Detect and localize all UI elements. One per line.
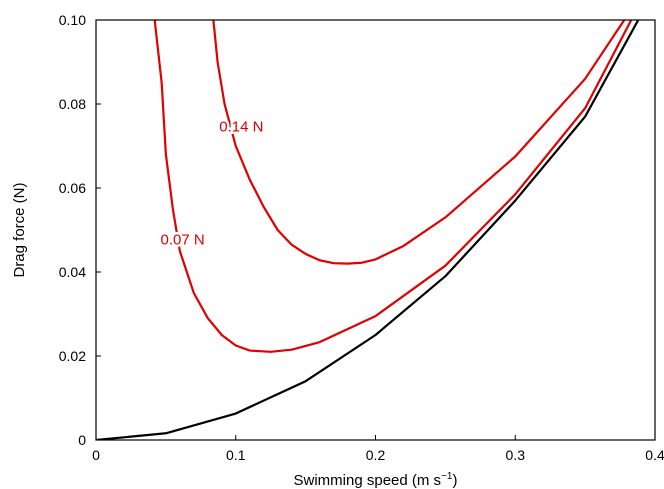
- y-tick-label: 0.04: [59, 264, 86, 280]
- series-line-baseline: [96, 20, 640, 440]
- y-tick-label: 0.08: [59, 96, 86, 112]
- ticks-layer: 0 0.1 0.2 0.3 0.4 0 0.02 0.04 0.06 0.08 0.10: [59, 12, 664, 463]
- y-tick-label: 0.06: [59, 180, 86, 196]
- plot-frame: [95, 19, 656, 441]
- x-axis-label-superscript: −1: [441, 471, 453, 482]
- series-line-0-07-n: [153, 20, 633, 353]
- x-tick-label: 0.3: [506, 447, 526, 463]
- x-axis-label-end: ): [452, 472, 457, 489]
- x-axis-label: Swimming speed (m s−1): [294, 471, 458, 489]
- x-tick-label: 0.4: [645, 447, 664, 463]
- y-tick-label: 0.10: [59, 12, 86, 28]
- curves-layer: [96, 20, 640, 440]
- y-tick-label: 0: [78, 432, 86, 448]
- x-tick-label: 0: [92, 447, 100, 463]
- curve-label: 0.07 N: [161, 232, 205, 249]
- series-line-0-14-n: [212, 20, 626, 265]
- y-axis-label: Drag force (N): [11, 182, 28, 277]
- annotations-layer: 0.14 N 0.07 N: [158, 116, 266, 251]
- x-tick-label: 0.1: [226, 447, 246, 463]
- curve-label: 0.14 N: [219, 118, 263, 135]
- y-tick-label: 0.02: [59, 348, 86, 364]
- x-tick-label: 0.2: [366, 447, 386, 463]
